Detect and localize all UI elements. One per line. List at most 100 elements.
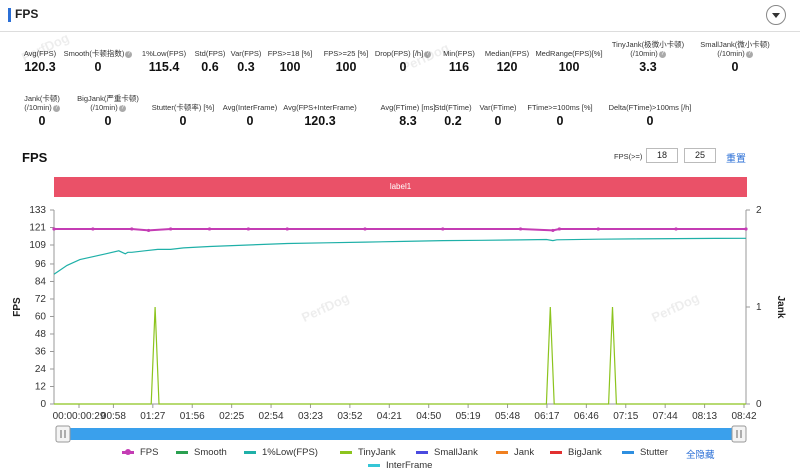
legend-label: BigJank [568,447,602,458]
y-tick-label: 96 [35,259,47,270]
legend-label: 1%Low(FPS) [262,447,318,458]
x-tick-label: 01:56 [180,411,205,422]
stat-7: Var(FTime) 0 [453,103,543,128]
legend-swatch [622,450,634,454]
stat-9: Median(FPS) 120 [462,49,552,74]
legend-item[interactable]: 全隐藏 [686,447,715,461]
stat-value: 0 [494,114,502,128]
watermark: PerfDog [299,290,352,325]
fps-point [52,227,56,231]
legend-label: FPS [140,447,159,458]
x-tick-label: 06:17 [534,411,559,422]
legend-swatch [496,450,508,454]
x-tick-label: 04:50 [416,411,441,422]
x-tick-label: 03:52 [337,411,362,422]
stat-label: FTime>=100ms [%] [527,103,593,112]
help-icon[interactable]: ? [52,104,60,112]
threshold-input-1[interactable]: 18 [646,148,678,163]
stat-value: 0 [731,60,739,74]
stat-value: 120 [496,60,518,74]
help-icon[interactable]: ? [125,50,133,58]
legend-item[interactable]: Smooth [176,447,227,458]
stat-label: BigJank(严重卡顿) (/10min)? [77,94,139,112]
y-axis-title: FPS [12,297,23,317]
stat-value: 0 [646,114,654,128]
stat-label: FPS>=18 [%] [267,49,313,58]
stat-value: 3.3 [639,60,657,74]
stat-label: 1%Low(FPS) [141,49,187,58]
help-icon[interactable]: ? [118,104,126,112]
stat-8: Min(FPS) 116 [414,49,504,74]
time-range-slider [56,428,746,440]
stat-10: MedRange(FPS)[%] 100 [524,49,614,74]
stat-value: 120.3 [304,114,336,128]
legend-item[interactable]: FPS [122,447,158,458]
stat-value: 0 [246,114,254,128]
threshold-input-2[interactable]: 25 [684,148,716,163]
legend-item[interactable]: Stutter [622,447,668,458]
stat-label: MedRange(FPS)[%] [535,49,603,58]
stat-1: Smooth(卡顿指数)? 0 [53,49,143,74]
stat-value: 0 [556,114,564,128]
y-tick-label: 36 [35,346,47,357]
stat-value: 100 [279,60,301,74]
legend-label: SmallJank [434,447,478,458]
stat-0: Jank(卡顿) (/10min)? 0 [0,94,87,128]
y2-axis-title: Jank [775,296,786,319]
slider-handle-right [731,425,747,443]
fps-point [169,227,173,231]
legend-item[interactable]: InterFrame [368,460,432,471]
legend-label: Stutter [640,447,668,458]
stat-5: Avg(FTime) [ms] 8.3 [363,103,453,128]
legend-label: TinyJank [358,447,396,458]
x-tick-label: 01:27 [140,411,165,422]
label-band[interactable]: label1 [54,177,747,197]
x-tick-label: 00:58 [101,411,126,422]
x-tick-label: 06:46 [574,411,599,422]
x-tick-label: 00:00:00:29 [53,411,106,422]
y2-tick-label: 0 [756,399,762,410]
header-divider [0,31,800,32]
fps-point [441,227,445,231]
stat-label: Std(FTime) [434,103,472,112]
fps-point [518,227,523,231]
stat-6: Std(FTime) 0.2 [408,103,498,128]
stat-value: 0 [399,60,407,74]
chart-title: FPS [22,150,48,165]
legend-swatch [122,448,134,455]
legend-item[interactable]: 1%Low(FPS) [244,447,318,458]
y-tick-label: 109 [29,240,46,251]
legend-item[interactable]: TinyJank [340,447,396,458]
fps-point [557,227,561,231]
series-fps [54,228,746,232]
fps-point [744,227,748,231]
y-tick-label: 84 [35,276,47,287]
stat-4: Avg(FPS+InterFrame) 120.3 [275,103,365,128]
stat-label: Jank(卡顿) (/10min)? [24,94,60,112]
reset-link[interactable]: 重置 [726,154,746,165]
watermark: PerfDog [649,290,702,325]
legend-item[interactable]: Jank [496,447,534,458]
y-tick-label: 48 [35,329,47,340]
collapse-toggle-icon[interactable] [766,5,786,25]
help-icon[interactable]: ? [658,50,666,58]
legend-item[interactable]: BigJank [550,447,602,458]
stat-value: 0 [104,114,112,128]
fps-point [285,227,289,231]
x-tick-label: 05:19 [456,411,481,422]
stat-label: Std(FPS) [194,49,226,58]
stat-1: BigJank(严重卡顿) (/10min)? 0 [63,94,153,128]
stat-label: Var(FPS) [230,49,262,58]
legend-swatch [340,450,352,454]
help-icon[interactable]: ? [424,50,432,58]
fps-point [91,227,95,231]
fps-point [596,227,600,231]
help-icon[interactable]: ? [745,50,753,58]
fps-point [551,228,555,233]
stat-3: Std(FPS) 0.6 [165,49,255,74]
stat-label: Avg(FTime) [ms] [380,103,436,112]
stat-5: FPS>=18 [%] 100 [245,49,335,74]
legend-item[interactable]: SmallJank [416,447,478,458]
stat-value: 100 [335,60,357,74]
x-tick-label: 02:54 [259,411,284,422]
